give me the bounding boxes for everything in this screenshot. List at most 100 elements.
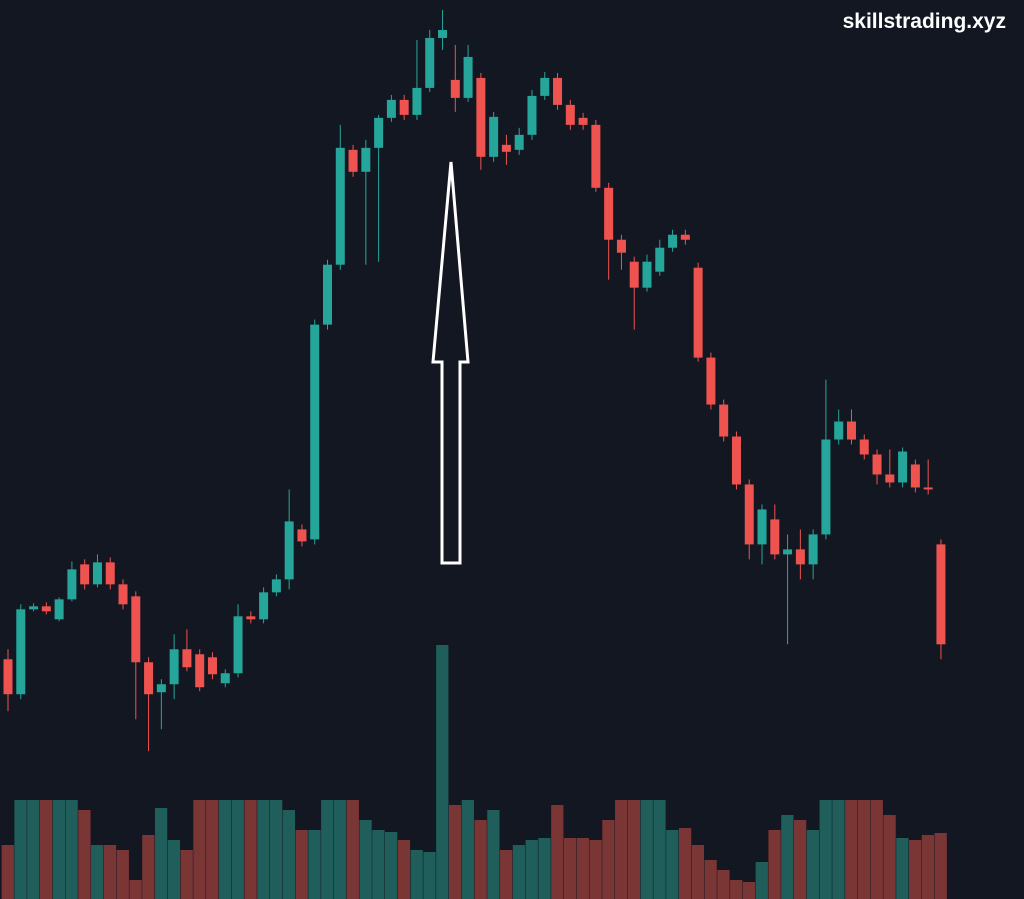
volume-bar — [717, 870, 730, 899]
volume-bar — [921, 835, 935, 899]
candle-body — [846, 421, 856, 440]
volume-bar — [525, 840, 538, 899]
volume-bar — [857, 800, 871, 899]
volume-bar — [793, 820, 807, 899]
candle-body — [118, 584, 128, 605]
candle-body — [195, 654, 205, 688]
volume-bar — [448, 805, 462, 899]
candle-body — [731, 436, 741, 485]
candle-body — [629, 261, 639, 288]
candle-body — [489, 116, 499, 157]
candle-body — [501, 144, 511, 152]
volume-layer — [1, 645, 947, 899]
candle-body — [3, 659, 13, 695]
candle-body — [885, 474, 895, 483]
volume-bar — [167, 840, 181, 899]
candle-body — [463, 56, 473, 98]
volume-bar — [589, 840, 602, 899]
candle-body — [910, 464, 920, 488]
candle-body — [578, 117, 588, 125]
volume-bar — [896, 838, 909, 899]
volume-bar — [576, 838, 589, 899]
volume-bar — [487, 810, 500, 899]
candle-body — [859, 439, 869, 455]
volume-bar — [704, 860, 717, 899]
candle-body — [668, 234, 678, 248]
volume-bar — [52, 800, 66, 899]
candle-body — [399, 99, 409, 115]
volume-bar — [257, 800, 270, 899]
volume-bar — [691, 845, 705, 899]
volume-bar — [269, 800, 283, 899]
volume-bar — [781, 815, 794, 899]
volume-bar — [436, 645, 449, 899]
candle-body — [259, 592, 269, 620]
volume-bar — [730, 880, 743, 899]
volume-bar — [91, 845, 104, 899]
candle-body — [604, 187, 614, 240]
candle-body — [898, 451, 908, 483]
candle-body — [233, 616, 243, 674]
volume-bar — [154, 808, 168, 899]
candle-body — [182, 649, 192, 668]
candle-body — [29, 606, 39, 610]
volume-bar — [193, 800, 206, 899]
volume-bar — [755, 862, 768, 899]
candle-body — [169, 649, 179, 685]
candle-body — [783, 549, 793, 555]
candle-body — [131, 596, 141, 663]
candle-body — [744, 484, 754, 545]
volume-bar — [934, 833, 947, 899]
volume-bar — [602, 820, 615, 899]
candle-body — [540, 77, 550, 96]
candle-body — [80, 564, 90, 585]
candle-body — [310, 324, 320, 540]
volume-bar — [333, 800, 347, 899]
watermark: skillstrading.xyz — [843, 10, 1006, 33]
volume-bar — [768, 830, 781, 899]
candle-body — [693, 267, 703, 358]
volume-bar — [474, 820, 487, 899]
candle-body — [642, 261, 652, 288]
volume-bar — [615, 800, 628, 899]
volume-bar — [39, 800, 53, 899]
candle-body — [284, 521, 294, 580]
candle-body — [335, 147, 345, 265]
candle-body — [795, 549, 805, 565]
candle-body — [706, 357, 716, 405]
volume-bar — [819, 800, 832, 899]
candle-body — [872, 454, 882, 475]
candle-body — [450, 79, 460, 98]
volume-bar — [538, 838, 551, 899]
volume-bar — [27, 800, 40, 899]
candle-body — [565, 104, 575, 125]
candle-body — [719, 404, 729, 437]
candle-body — [412, 87, 422, 115]
candle-body — [386, 99, 396, 118]
volume-bar — [218, 800, 232, 899]
arrow — [431, 161, 470, 565]
volume-bar — [231, 800, 244, 899]
volume-bar — [321, 800, 334, 899]
volume-bar — [142, 835, 155, 899]
candle-body — [144, 662, 154, 695]
volume-bar — [244, 800, 257, 899]
volume-bar — [423, 852, 436, 899]
volume-bar — [385, 832, 398, 899]
volume-bar — [845, 800, 858, 899]
volume-bar — [1, 845, 14, 899]
candle-body — [41, 606, 51, 612]
volume-bar — [666, 830, 679, 899]
volume-bar — [397, 840, 411, 899]
volume-bar — [512, 845, 526, 899]
volume-bar — [65, 800, 78, 899]
volume-bar — [653, 800, 666, 899]
candle-body — [808, 534, 818, 565]
volume-bar — [308, 830, 321, 899]
candle-body — [67, 569, 77, 600]
volume-bar — [14, 800, 27, 899]
candle-body — [54, 599, 64, 620]
candle-body — [207, 657, 217, 675]
